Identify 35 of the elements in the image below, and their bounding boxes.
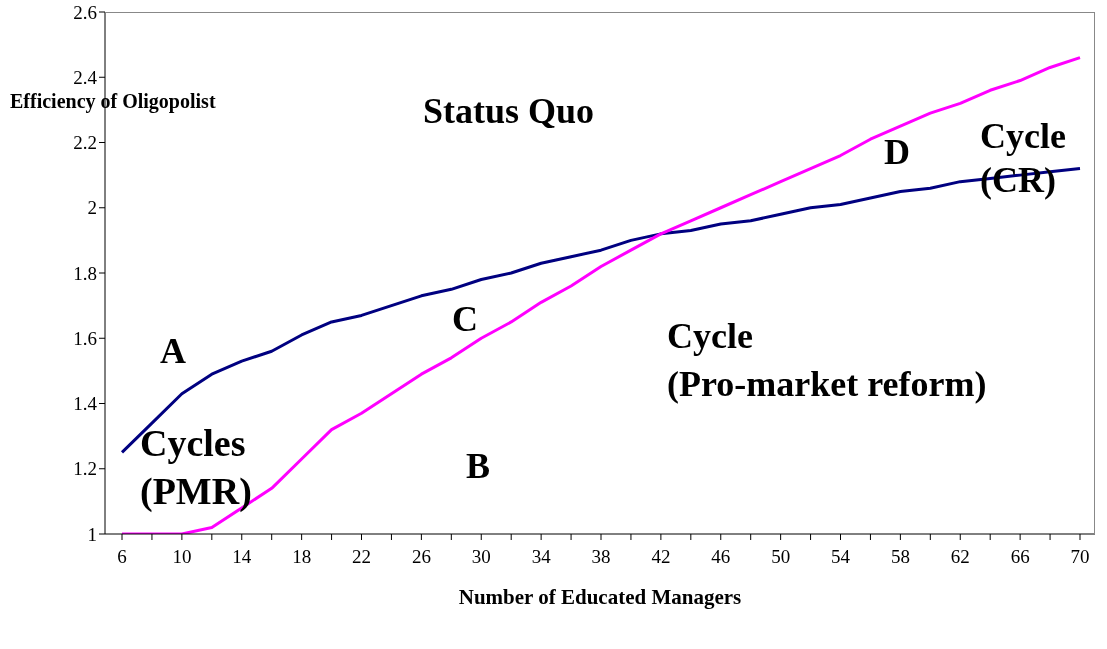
y-tick-label: 1.6	[73, 327, 97, 349]
x-tick-label: 18	[292, 546, 312, 568]
x-tick-label: 30	[471, 546, 491, 568]
x-tick-label: 66	[1010, 546, 1030, 568]
annotation: D	[884, 131, 910, 174]
annotation: A	[160, 330, 186, 373]
annotation: C	[452, 298, 478, 341]
annotation: Status Quo	[423, 90, 595, 133]
x-tick-label: 22	[352, 546, 371, 568]
y-tick-label: 2.6	[73, 1, 97, 23]
annotation: Cycle (Pro-market reform)	[667, 315, 987, 406]
y-tick-label: 1.8	[73, 262, 97, 284]
x-tick-label: 62	[950, 546, 970, 568]
y-tick-label: 1.2	[73, 458, 97, 480]
y-tick-label: 2	[87, 197, 97, 219]
x-axis-title: Number of Educated Managers	[457, 585, 743, 610]
x-tick-label: 38	[591, 546, 611, 568]
y-tick-label: 1	[87, 523, 97, 545]
x-tick-label: 46	[711, 546, 731, 568]
annotation: B	[466, 445, 491, 488]
x-tick-label: 14	[232, 546, 252, 568]
y-tick-label: 2.4	[73, 67, 98, 88]
x-tick-label: 26	[411, 546, 431, 568]
x-tick-label: 42	[651, 546, 671, 568]
x-tick-label: 54	[831, 546, 851, 568]
x-tick-label: 50	[771, 546, 791, 568]
x-tick-label: 70	[1070, 546, 1090, 568]
y-axis-title: Efficiency of Oligopolist	[10, 90, 216, 113]
x-tick-label: 58	[890, 546, 910, 568]
x-tick-label: 6	[117, 546, 127, 568]
y-tick-label: 2.2	[73, 132, 97, 154]
x-tick-label: 10	[172, 546, 192, 568]
y-tick-label: 1.4	[73, 393, 98, 415]
annotation: Cycles (PMR)	[140, 421, 252, 514]
x-tick-label: 34	[531, 546, 552, 568]
